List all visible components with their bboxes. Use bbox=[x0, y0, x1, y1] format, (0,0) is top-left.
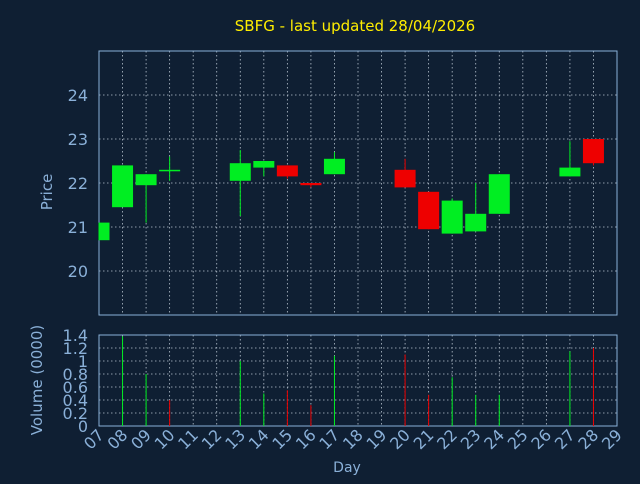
candle-day-22 bbox=[441, 198, 463, 234]
candle-body bbox=[323, 158, 345, 175]
candle-day-21 bbox=[418, 191, 440, 230]
price-tick-label: 20 bbox=[68, 262, 88, 281]
candle-day-24 bbox=[488, 174, 510, 214]
candle-body bbox=[159, 169, 181, 172]
candle-body bbox=[465, 213, 487, 232]
volume-axis-label: Volume (0000) bbox=[28, 325, 46, 435]
x-axis-label: Day bbox=[333, 460, 361, 476]
candle-day-8 bbox=[112, 165, 134, 208]
volume-tick-label: 1.2 bbox=[63, 339, 88, 358]
volume-tick-label: 0.2 bbox=[63, 404, 88, 423]
candle-day-16 bbox=[300, 183, 322, 188]
candle-body bbox=[394, 169, 416, 188]
x-axis-ticks: 0708091011121314151617181920212223242526… bbox=[80, 425, 626, 453]
volume-bars bbox=[122, 336, 594, 426]
candle-body bbox=[112, 165, 134, 208]
volume-tick-label: 0.8 bbox=[63, 365, 88, 384]
price-tick-label: 24 bbox=[68, 86, 88, 105]
candle-day-27 bbox=[559, 141, 581, 177]
candle-body bbox=[559, 167, 581, 177]
volume-tick-label: 1.4 bbox=[63, 326, 88, 345]
candle-body bbox=[582, 139, 604, 164]
candle-body bbox=[253, 161, 275, 168]
candle-day-9 bbox=[135, 174, 157, 223]
candle-body bbox=[300, 183, 322, 186]
volume-tick-label: 0.6 bbox=[63, 378, 88, 397]
candle-body bbox=[418, 191, 440, 230]
volume-grid bbox=[99, 335, 617, 426]
price-axis-ticks: 20 21 22 23 24 bbox=[68, 86, 88, 281]
candle-body bbox=[135, 174, 157, 186]
candle-body bbox=[229, 163, 251, 181]
price-tick-label: 23 bbox=[68, 130, 88, 149]
chart-title: SBFG - last updated 28/04/2026 bbox=[235, 17, 475, 35]
candle-body bbox=[99, 222, 110, 241]
price-grid bbox=[99, 51, 617, 315]
price-panel-frame bbox=[98, 50, 618, 316]
candle-day-23 bbox=[465, 183, 487, 232]
candle-body bbox=[441, 200, 463, 234]
candle-day-10 bbox=[159, 156, 181, 181]
candle-day-28 bbox=[582, 139, 604, 166]
candle-day-15 bbox=[276, 165, 298, 179]
x-tick-label: 29 bbox=[598, 425, 626, 453]
candle-day-20 bbox=[394, 158, 416, 188]
price-axis-label: Price bbox=[38, 174, 56, 211]
price-tick-label: 22 bbox=[68, 174, 88, 193]
candle-day-14 bbox=[253, 161, 275, 177]
candle-body bbox=[276, 165, 298, 177]
volume-axis-ticks: 00.20.40.60.811.21.4 bbox=[63, 326, 88, 436]
price-tick-label: 21 bbox=[68, 218, 88, 237]
candle-day-13 bbox=[229, 150, 251, 216]
volume-tick-label: 0 bbox=[78, 417, 88, 436]
candle-body bbox=[488, 174, 510, 214]
candle-day-7 bbox=[98, 222, 110, 241]
volume-tick-label: 1 bbox=[78, 352, 88, 371]
candle-day-17 bbox=[323, 152, 345, 175]
candles bbox=[98, 139, 604, 241]
volume-panel-frame bbox=[98, 334, 618, 427]
volume-tick-label: 0.4 bbox=[63, 391, 88, 410]
